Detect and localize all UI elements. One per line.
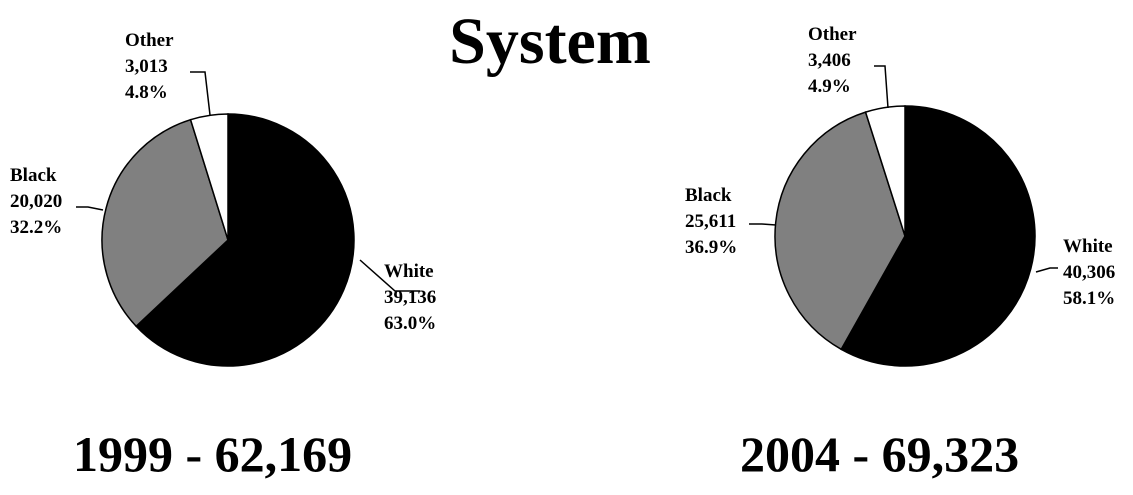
slice-percent: 4.8% — [125, 82, 168, 103]
slice-percent: 63.0% — [384, 313, 436, 334]
slice-label-other: Other 3,406 4.9% — [808, 24, 857, 97]
slice-percent: 32.2% — [10, 217, 62, 238]
slice-count: 39,136 — [384, 287, 436, 308]
slice-count: 20,020 — [10, 191, 62, 212]
slice-label-other: Other 3,013 4.8% — [125, 30, 174, 103]
leader-line-white — [359, 259, 420, 292]
slice-percent: 58.1% — [1063, 288, 1115, 309]
leader-line-black — [76, 206, 104, 211]
leader-line-other — [874, 65, 889, 109]
slice-name: Black — [10, 165, 57, 186]
slice-label-black: Black 25,611 36.9% — [685, 185, 737, 258]
slice-name: Other — [125, 30, 174, 51]
page-title: System — [449, 5, 651, 78]
slice-label-white: White 39,136 63.0% — [384, 261, 436, 334]
leader-line-other — [190, 71, 211, 116]
pie-slice-black — [101, 118, 229, 328]
slice-percent: 36.9% — [685, 237, 737, 258]
pie-slice-other — [864, 105, 906, 237]
pie-slice-white — [135, 113, 355, 367]
slice-percent: 4.9% — [808, 76, 851, 97]
caption-2004: 2004 - 69,323 — [740, 426, 1020, 482]
leader-line-white — [1035, 267, 1058, 273]
slice-count: 25,611 — [685, 211, 736, 232]
slice-count: 40,306 — [1063, 262, 1115, 283]
leader-line-black — [749, 223, 777, 226]
pie-slice-black — [774, 111, 906, 351]
pie-slice-white — [840, 105, 1036, 367]
slice-label-black: Black 20,020 32.2% — [10, 165, 62, 238]
caption-1999: 1999 - 62,169 — [73, 426, 353, 482]
pie-slice-other — [189, 113, 229, 241]
slice-count: 3,406 — [808, 50, 851, 71]
slice-name: Other — [808, 24, 857, 45]
slice-name: Black — [685, 185, 732, 206]
slice-label-white: White 40,306 58.1% — [1063, 236, 1115, 309]
slice-name: White — [384, 261, 434, 282]
slice-name: White — [1063, 236, 1113, 257]
slice-count: 3,013 — [125, 56, 168, 77]
